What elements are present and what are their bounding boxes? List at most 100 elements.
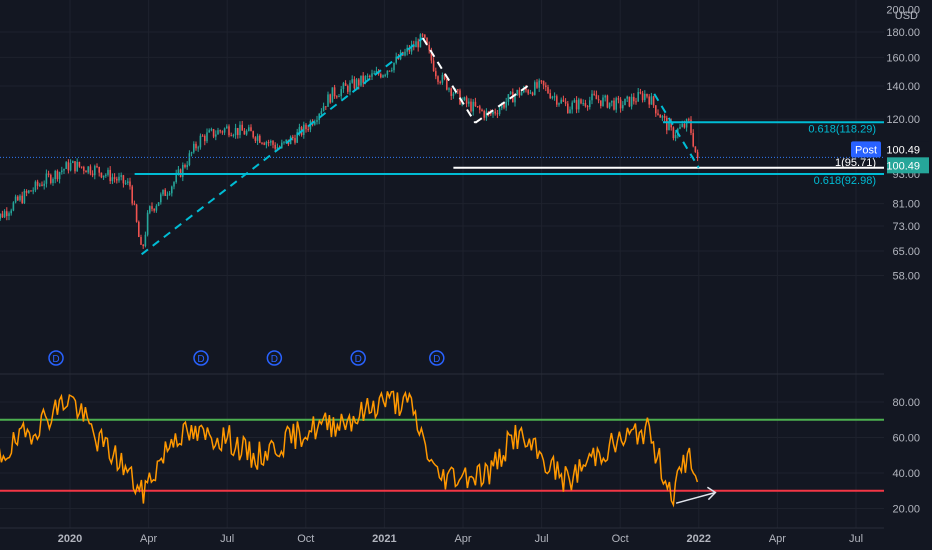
candle-body bbox=[190, 152, 193, 154]
candle-body bbox=[441, 74, 444, 83]
candle-body bbox=[45, 173, 48, 184]
candle-body bbox=[153, 208, 155, 211]
candle-body bbox=[646, 93, 648, 97]
dividend-marker-label: D bbox=[433, 354, 440, 365]
candle-body bbox=[314, 121, 316, 125]
candle-body bbox=[439, 81, 441, 83]
dividend-marker-label: D bbox=[355, 354, 362, 365]
time-tick-label: Apr bbox=[454, 533, 471, 545]
wave-line bbox=[653, 93, 700, 169]
candle-body bbox=[232, 135, 235, 137]
candle-body bbox=[505, 101, 507, 108]
candle-body bbox=[252, 131, 254, 138]
dividend-marker-label: D bbox=[271, 354, 278, 365]
candle-body bbox=[426, 37, 428, 45]
candle-body bbox=[415, 41, 417, 48]
candle-body bbox=[166, 194, 169, 196]
time-tick-label: 2021 bbox=[372, 533, 396, 545]
candle-body bbox=[98, 167, 100, 173]
candle-body bbox=[129, 181, 131, 187]
dividend-marker bbox=[429, 350, 445, 366]
candle-body bbox=[113, 177, 116, 179]
candle-body bbox=[679, 126, 681, 129]
candle-body bbox=[542, 80, 545, 86]
candle-body bbox=[6, 211, 8, 217]
candle-body bbox=[347, 85, 349, 92]
candle-body bbox=[428, 44, 430, 51]
candle-body bbox=[591, 93, 593, 101]
candle-body bbox=[316, 120, 318, 122]
candle-body bbox=[558, 103, 560, 105]
candle-body bbox=[364, 76, 367, 83]
rsi-tick-label: 40.00 bbox=[892, 468, 920, 480]
rsi-line bbox=[0, 390, 699, 508]
candle-body bbox=[595, 94, 598, 100]
candle-body bbox=[188, 153, 191, 166]
candle-body bbox=[514, 94, 516, 103]
candle-body bbox=[661, 116, 664, 118]
candle-body bbox=[212, 129, 215, 137]
candle-body bbox=[267, 142, 270, 144]
candle-body bbox=[151, 206, 153, 209]
price-tick-label: 58.00 bbox=[892, 270, 920, 282]
fib-618-lower-label: 0.618(92.98) bbox=[814, 175, 876, 187]
candle-body bbox=[96, 166, 98, 168]
candle-body bbox=[520, 92, 523, 96]
candle-body bbox=[395, 56, 397, 63]
grid-lines bbox=[0, 0, 884, 528]
price-tick-label: 65.00 bbox=[892, 246, 920, 258]
candle-body bbox=[472, 101, 474, 112]
candle-body bbox=[404, 51, 406, 56]
candle-body bbox=[219, 130, 221, 132]
candle-body bbox=[443, 74, 446, 80]
candle-body bbox=[10, 210, 12, 214]
candle-body bbox=[494, 111, 496, 114]
candle-body bbox=[327, 94, 329, 107]
candle-body bbox=[571, 102, 573, 110]
candle-body bbox=[254, 137, 257, 141]
price-tick-label: 73.00 bbox=[892, 221, 920, 233]
post-badge bbox=[851, 141, 881, 158]
candle-body bbox=[681, 124, 683, 127]
rsi-tick-label: 20.00 bbox=[892, 504, 920, 516]
candle-body bbox=[593, 93, 595, 95]
candle-body bbox=[633, 96, 635, 102]
candle-body bbox=[485, 111, 488, 118]
dividend-marker-label: D bbox=[52, 354, 59, 365]
candle-body bbox=[584, 103, 587, 107]
time-tick-label: 2022 bbox=[687, 533, 711, 545]
candle-body bbox=[91, 173, 94, 176]
candle-body bbox=[556, 96, 558, 105]
candle-body bbox=[613, 100, 615, 110]
candle-body bbox=[118, 176, 120, 181]
dividend-marker bbox=[350, 350, 366, 366]
candle-body bbox=[226, 126, 228, 129]
candle-body bbox=[3, 211, 6, 218]
candle-body bbox=[54, 170, 56, 180]
candle-body bbox=[285, 139, 287, 142]
candle-body bbox=[375, 70, 378, 74]
candle-body bbox=[562, 99, 565, 102]
rsi-tick-label: 80.00 bbox=[892, 397, 920, 409]
candle-body bbox=[457, 89, 459, 91]
time-tick-label: Jul bbox=[849, 533, 863, 545]
candle-body bbox=[41, 184, 43, 186]
rsi-tick-label: 60.00 bbox=[892, 433, 920, 445]
candle-body bbox=[615, 98, 617, 110]
candle-body bbox=[47, 173, 50, 175]
candle-body bbox=[228, 126, 230, 136]
dividend-marker bbox=[266, 350, 283, 366]
candle-body bbox=[146, 212, 149, 235]
candle-body bbox=[270, 141, 272, 143]
candle-body bbox=[448, 88, 450, 90]
candle-body bbox=[120, 175, 122, 177]
candle-body bbox=[160, 194, 162, 203]
candle-body bbox=[23, 190, 26, 204]
candle-body bbox=[692, 132, 694, 147]
candle-body bbox=[14, 196, 17, 203]
candle-body bbox=[89, 166, 92, 174]
candle-body bbox=[140, 237, 142, 245]
candle-body bbox=[144, 234, 147, 247]
candle-body bbox=[184, 164, 186, 168]
